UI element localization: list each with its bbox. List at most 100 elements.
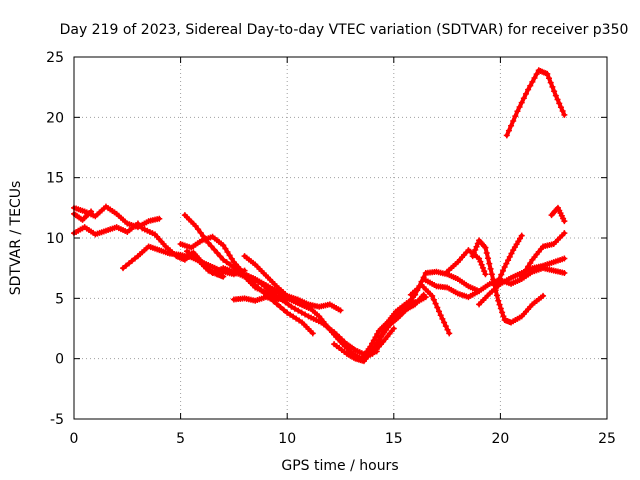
data-point [544,70,551,77]
data-point [486,260,493,267]
data-point [220,242,227,249]
data-point [561,230,568,237]
data-point [549,83,556,90]
x-axis-label: GPS time / hours [281,458,398,474]
series-track-22 [493,232,525,290]
data-point [512,113,519,120]
data-point [506,253,513,260]
data-point [446,330,453,337]
data-point [371,346,378,353]
data-point [211,246,218,253]
data-point [241,271,248,278]
y-tick-label: 5 [55,291,64,307]
data-point [470,249,477,256]
y-tick-label: 10 [46,231,64,247]
axis-ticks: 0 5 10 15 20 25 -5 0 5 10 15 20 25 [46,50,616,447]
data-point [503,260,510,267]
data-point [288,303,295,310]
data-point [277,304,284,311]
y-tick-label: 0 [55,352,64,368]
data-point [520,95,527,102]
data-point [469,253,476,260]
data-point [200,233,207,240]
x-tick-label: 15 [385,431,403,447]
series-track-24 [503,67,568,139]
data-point [561,269,568,276]
data-point [529,78,536,85]
data-point [222,245,229,252]
data-series [71,67,568,365]
data-point [485,255,492,262]
data-point [540,292,547,299]
data-point [499,267,506,274]
data-point [220,273,227,280]
data-point [435,308,442,315]
series-track-20 [469,237,547,326]
data-point [505,127,512,134]
data-point [244,273,251,280]
data-point [255,278,262,285]
data-point [233,266,240,273]
data-point [522,90,529,97]
data-point [510,117,517,124]
data-point [561,111,568,118]
data-point [195,226,202,233]
series-track-16 [401,268,483,310]
data-point [134,220,141,227]
data-point [498,271,505,278]
data-point [367,343,374,350]
data-point [554,96,561,103]
data-point [514,108,521,115]
data-point [192,222,199,229]
series-line [494,233,524,289]
data-point [500,313,507,320]
data-point [503,132,510,139]
data-point [205,239,212,246]
data-point [561,218,568,225]
data-point [369,349,376,356]
data-point [552,92,559,99]
series-track-2 [71,220,141,238]
data-point [522,266,529,273]
series-track-3 [71,208,95,223]
y-tick-label: 15 [46,171,64,187]
data-point [501,263,508,270]
data-point [483,249,490,256]
data-point [230,263,237,270]
data-point [533,71,540,78]
plot-frame [73,56,608,420]
data-point [518,273,525,280]
data-point [508,250,515,257]
data-point [496,301,503,308]
data-point [372,334,379,341]
data-point [527,82,534,89]
series-track-25 [548,204,568,225]
data-point [525,86,532,93]
data-point [499,309,506,316]
data-point [481,268,488,275]
data-point [482,244,489,251]
data-point [434,304,441,311]
y-tick-label: 20 [46,110,64,126]
x-tick-label: 5 [176,431,185,447]
data-point [390,325,397,332]
series-line [504,68,567,138]
data-point [531,74,538,81]
data-point [505,257,512,264]
data-point [472,246,479,253]
data-point [493,283,500,290]
data-point [208,243,215,250]
data-point [214,249,221,256]
data-point [302,311,309,318]
data-point [473,243,480,250]
data-point [488,271,495,278]
data-point [88,208,95,215]
series-track-15 [369,291,427,356]
data-point [280,306,287,313]
data-point [493,292,500,299]
data-point [156,215,163,222]
data-point [226,252,233,259]
data-point [291,305,298,312]
data-point [520,270,527,277]
